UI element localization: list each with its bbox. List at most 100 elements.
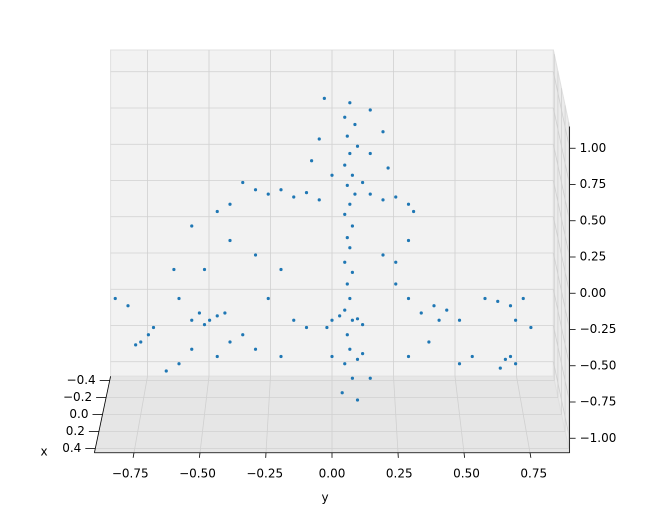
- point: [345, 333, 349, 337]
- point: [190, 224, 194, 228]
- point: [361, 352, 365, 356]
- point: [394, 260, 398, 264]
- point: [343, 308, 347, 312]
- x-tick-label: 0.0: [69, 407, 88, 421]
- tick-mark: [463, 452, 465, 458]
- point: [353, 122, 357, 127]
- point: [350, 376, 354, 380]
- point: [406, 202, 411, 206]
- z-tick-label: −0.75: [580, 395, 617, 409]
- y-tick-label: −0.25: [246, 467, 283, 481]
- point: [348, 296, 352, 301]
- point: [445, 308, 449, 312]
- point: [343, 163, 347, 167]
- point: [177, 362, 181, 366]
- z-tick-label: −1.00: [580, 431, 617, 445]
- point: [368, 376, 372, 380]
- point: [340, 391, 344, 395]
- point: [355, 317, 360, 321]
- y-tick-label: 0.00: [319, 467, 346, 481]
- point: [498, 366, 502, 370]
- point: [348, 101, 352, 105]
- point: [292, 195, 296, 199]
- x-tick-label: −0.4: [67, 373, 96, 387]
- point: [514, 318, 518, 322]
- point: [151, 325, 156, 330]
- point: [457, 362, 462, 366]
- point: [317, 137, 321, 141]
- point: [345, 134, 349, 138]
- point: [350, 224, 354, 228]
- point: [330, 318, 334, 322]
- point: [164, 369, 168, 373]
- z-tick-label: 0.00: [580, 286, 607, 300]
- y-tick-label: 0.75: [520, 467, 547, 481]
- tick-mark: [132, 452, 135, 458]
- point: [266, 296, 270, 301]
- point: [197, 311, 201, 315]
- point: [330, 354, 334, 359]
- point: [432, 304, 436, 308]
- y-tick-label: 0.50: [453, 467, 480, 481]
- point: [381, 198, 385, 202]
- point: [345, 183, 349, 187]
- point: [279, 188, 283, 192]
- z-tick-label: 0.25: [580, 250, 607, 264]
- point: [317, 198, 321, 202]
- point: [253, 253, 258, 257]
- point: [381, 253, 385, 257]
- point: [437, 318, 441, 322]
- point: [483, 296, 487, 301]
- point: [503, 357, 507, 361]
- point: [348, 347, 352, 351]
- x-axis-line: [94, 376, 111, 453]
- point: [310, 159, 314, 163]
- z-tick-label: −0.50: [580, 358, 617, 372]
- point: [386, 166, 390, 170]
- point: [215, 209, 219, 214]
- point: [228, 202, 232, 206]
- point: [521, 296, 525, 301]
- point: [394, 282, 398, 286]
- point: [279, 354, 283, 359]
- point: [304, 325, 309, 330]
- point: [343, 212, 347, 216]
- point: [350, 318, 354, 322]
- point: [343, 115, 347, 119]
- point: [343, 260, 347, 264]
- point: [304, 191, 309, 195]
- point: [139, 340, 143, 344]
- point: [172, 267, 176, 272]
- point: [508, 304, 513, 308]
- point: [514, 362, 518, 366]
- point: [215, 314, 219, 318]
- point: [361, 323, 365, 327]
- point: [406, 354, 411, 359]
- point: [412, 209, 416, 214]
- point: [338, 314, 342, 318]
- point: [228, 340, 232, 344]
- point: [113, 296, 117, 301]
- point: [190, 318, 194, 322]
- point: [381, 130, 385, 134]
- point: [266, 192, 270, 196]
- point: [496, 299, 500, 303]
- z-tick-label: 1.00: [580, 141, 607, 155]
- point: [470, 354, 474, 359]
- y-tick-label: −0.50: [179, 467, 216, 481]
- z-tick-label: 0.50: [580, 213, 607, 227]
- point: [215, 354, 219, 359]
- point: [223, 311, 227, 315]
- point: [406, 238, 411, 243]
- x-tick-label: 0.4: [62, 441, 81, 455]
- point: [355, 357, 360, 361]
- point: [134, 343, 138, 347]
- point: [208, 318, 212, 322]
- point: [292, 318, 296, 322]
- point: [126, 304, 130, 308]
- y-axis-title: y: [321, 491, 328, 505]
- point: [253, 347, 258, 351]
- point: [529, 325, 533, 330]
- point: [279, 267, 283, 272]
- point: [406, 296, 411, 301]
